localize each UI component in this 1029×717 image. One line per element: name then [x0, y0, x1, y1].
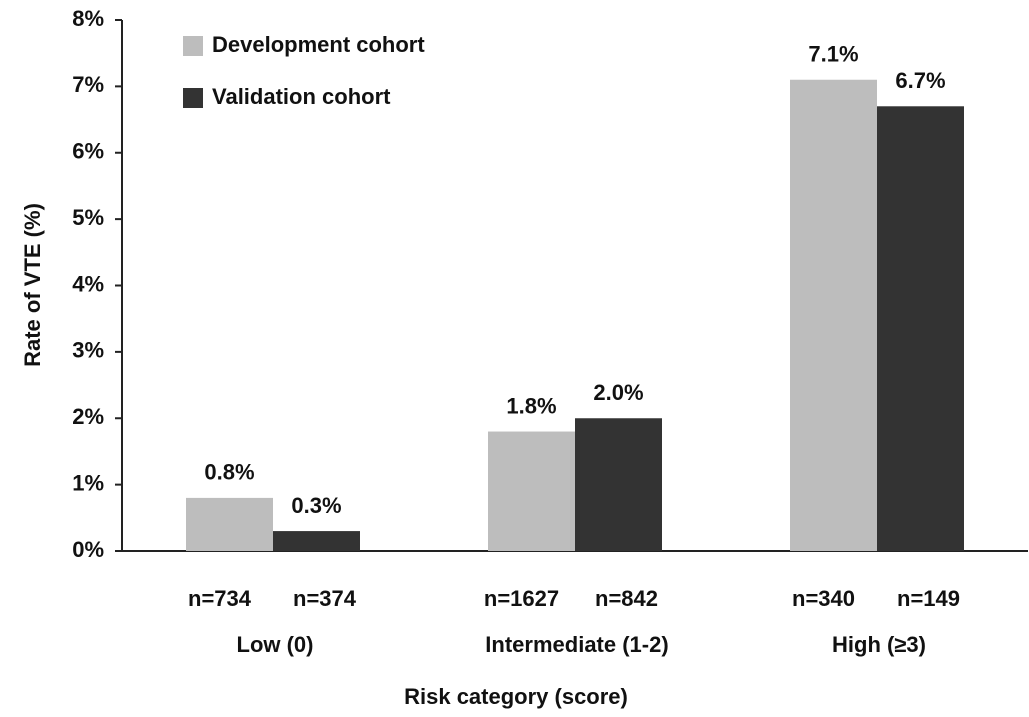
legend-swatch: [183, 88, 203, 108]
bar: [790, 79, 877, 552]
value-label: 0.8%: [204, 460, 254, 485]
y-tick-label: 1%: [72, 470, 104, 495]
sample-size-label: n=734: [188, 586, 252, 611]
y-tick-label: 7%: [72, 72, 104, 97]
bar: [273, 531, 360, 551]
y-tick-label: 2%: [72, 404, 104, 429]
bar: [186, 497, 273, 551]
y-tick-label: 5%: [72, 205, 104, 230]
sample-size-label: n=1627: [484, 586, 559, 611]
y-tick-label: 3%: [72, 338, 104, 363]
sample-size-label: n=149: [897, 586, 960, 611]
bar: [488, 431, 575, 551]
value-label: 2.0%: [593, 380, 643, 405]
legend-label: Development cohort: [212, 32, 425, 57]
x-tick-label: Intermediate (1-2): [485, 632, 668, 657]
x-axis-title: Risk category (score): [404, 684, 628, 709]
bar: [877, 106, 964, 551]
y-tick-label: 4%: [72, 271, 104, 296]
x-tick-label: Low (0): [237, 632, 314, 657]
value-label: 0.3%: [291, 493, 341, 518]
sample-size-label: n=340: [792, 586, 855, 611]
sample-size-label: n=374: [293, 586, 357, 611]
bar: [575, 418, 662, 551]
value-label: 6.7%: [895, 68, 945, 93]
value-label: 7.1%: [808, 42, 858, 67]
y-tick-label: 6%: [72, 139, 104, 164]
legend-swatch: [183, 36, 203, 56]
sample-size-label: n=842: [595, 586, 658, 611]
y-axis-title: Rate of VTE (%): [20, 203, 45, 367]
x-tick-label: High (≥3): [832, 632, 926, 657]
legend-label: Validation cohort: [212, 84, 391, 109]
y-tick-label: 0%: [72, 537, 104, 562]
value-label: 1.8%: [506, 393, 556, 418]
y-tick-label: 8%: [72, 6, 104, 31]
